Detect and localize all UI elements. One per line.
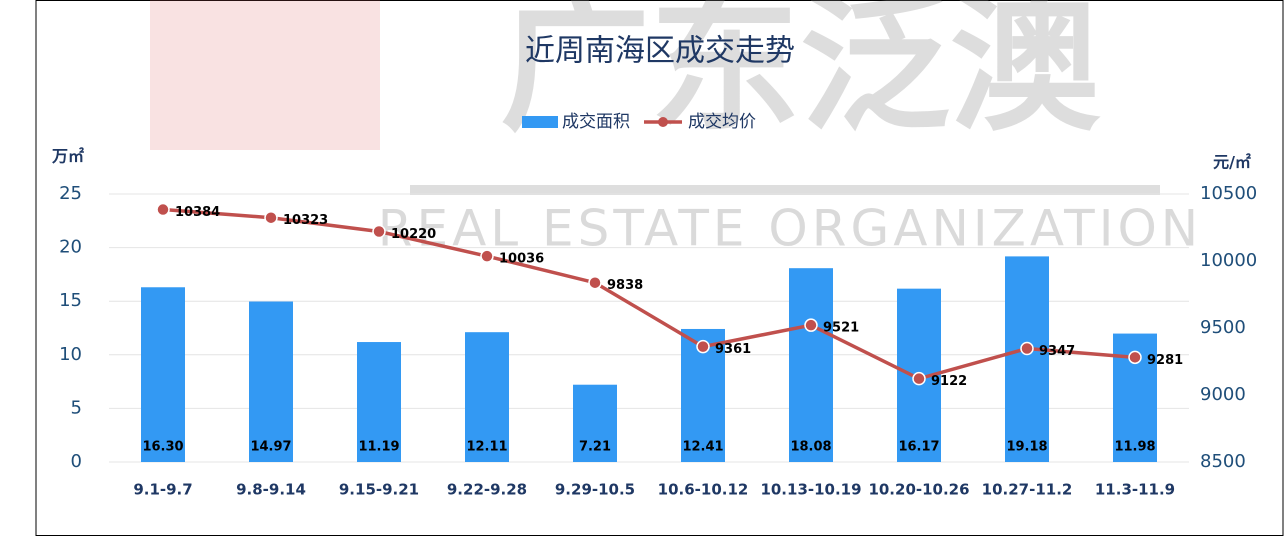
line-point: [1020, 341, 1034, 356]
line: [162, 207, 1136, 381]
bar-value-label: 14.97: [250, 440, 291, 455]
legend-label: 成交均价: [688, 112, 756, 132]
line-value-label: 10220: [391, 227, 436, 242]
y-tick-label: 15: [59, 290, 82, 311]
line-point: [588, 275, 602, 290]
bar-value-label: 12.41: [682, 440, 723, 455]
y-axis-label: 万㎡: [51, 147, 84, 166]
bar: [141, 287, 185, 462]
x-tick-label: 10.27-11.2: [982, 481, 1073, 499]
x-tick-label: 9.22-9.28: [447, 481, 527, 499]
y2-axis-label: 元/㎡: [1213, 153, 1251, 172]
y-tick-label: 20: [59, 237, 82, 258]
y-tick-label: 0: [71, 451, 82, 472]
bar-value-label: 19.18: [1006, 440, 1047, 455]
line-point: [912, 371, 926, 386]
line-value-label: 10036: [499, 252, 544, 267]
y2-tick-label: 10500: [1200, 183, 1257, 204]
line-point: [372, 224, 386, 239]
bar-value-label: 11.19: [358, 440, 399, 455]
legend-swatch: [658, 117, 668, 127]
y-tick-label: 10: [59, 344, 82, 365]
y2-tick-label: 9000: [1200, 384, 1246, 405]
bar: [573, 384, 617, 462]
line-value-label: 9361: [715, 342, 751, 357]
x-tick-label: 10.6-10.12: [658, 481, 749, 499]
line-value-label: 9521: [823, 321, 859, 336]
line-value-label: 9838: [607, 278, 643, 293]
line-value-label: 9347: [1039, 344, 1075, 359]
x-tick-label: 10.13-10.19: [760, 481, 861, 499]
line-value-label: 9122: [931, 374, 967, 389]
bar: [1005, 256, 1049, 462]
line-value-label: 9281: [1147, 353, 1183, 368]
line-value-label: 10323: [283, 213, 328, 228]
x-tick-label: 11.3-11.9: [1095, 481, 1175, 499]
y2-tick-label: 8500: [1200, 451, 1246, 472]
bar: [249, 301, 293, 462]
legend-label: 成交面积: [562, 112, 630, 132]
legend-swatch: [522, 116, 558, 128]
bar-value-label: 11.98: [1114, 440, 1155, 455]
bar: [789, 268, 833, 462]
watermark-logo: [150, 0, 380, 150]
bar-value-label: 18.08: [790, 440, 831, 455]
line-point: [156, 202, 170, 217]
x-tick-label: 9.1-9.7: [133, 481, 192, 499]
chart-border: [35, 0, 1284, 536]
chart-title: 近周南海区成交走势: [525, 34, 795, 69]
watermark-text: 广东泛澳: [500, 0, 1101, 152]
bar-value-label: 12.11: [466, 440, 507, 455]
y2-tick-label: 9500: [1200, 317, 1246, 338]
line-point: [1128, 350, 1142, 365]
line-point: [480, 249, 494, 263]
y2-tick-label: 10000: [1200, 250, 1257, 271]
x-tick-label: 9.15-9.21: [339, 481, 419, 499]
line-point: [696, 339, 710, 354]
bar-value-label: 16.17: [898, 440, 939, 455]
watermark-subtext: REAL ESTATE ORGANIZATION: [378, 200, 1202, 258]
x-tick-label: 9.29-10.5: [555, 481, 635, 499]
line-point: [804, 318, 818, 332]
x-tick-label: 9.8-9.14: [236, 481, 306, 499]
bar: [465, 332, 509, 462]
bar: [357, 342, 401, 462]
x-tick-label: 10.20-10.26: [868, 481, 969, 499]
y-tick-label: 5: [71, 397, 82, 418]
line-point: [264, 210, 278, 225]
line-value-label: 10384: [175, 205, 220, 220]
bar-value-label: 7.21: [579, 440, 611, 455]
y-tick-label: 25: [59, 183, 82, 204]
bar-value-label: 16.30: [142, 440, 183, 455]
watermark-bar: [410, 185, 1160, 195]
